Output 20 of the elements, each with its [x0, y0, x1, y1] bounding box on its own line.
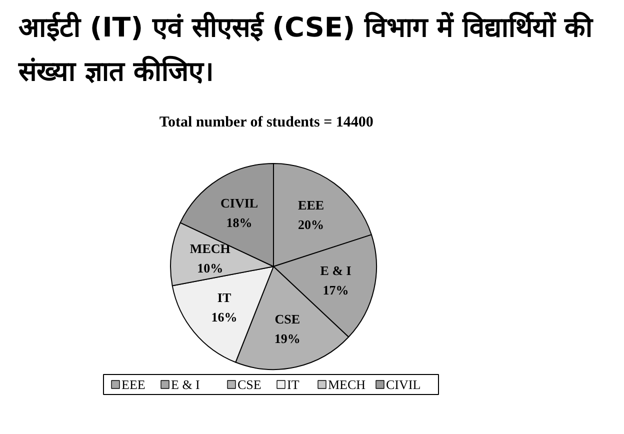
data-label: 18% — [226, 214, 252, 230]
legend-label: EEE — [122, 377, 146, 392]
data-label: 16% — [211, 309, 238, 324]
data-label: 17% — [322, 282, 349, 298]
legend-label: E & I — [171, 377, 200, 392]
slice-label: CIVIL — [220, 195, 258, 210]
legend-label: MECH — [328, 377, 366, 392]
chart-title: आईटी (IT) एवं सीएसई (CSE) विभाग में विद्यार्थियों की संख्या ज्ञात कीजिए। — [18, 12, 594, 88]
chart-subtitle: Total number of students = 14400 — [159, 114, 374, 130]
data-label: 10% — [197, 260, 224, 276]
data-label: 20% — [298, 217, 324, 232]
slice-label: CSE — [274, 312, 300, 327]
legend-label: CIVIL — [386, 377, 421, 392]
slice-label: EEE — [298, 198, 324, 213]
slice-label: IT — [217, 290, 232, 305]
data-label: 19% — [274, 331, 300, 346]
slice-label: MECH — [190, 241, 230, 256]
slice-label: E & I — [320, 263, 352, 278]
legend-label: CSE — [238, 377, 262, 392]
legend-label: IT — [287, 377, 300, 392]
